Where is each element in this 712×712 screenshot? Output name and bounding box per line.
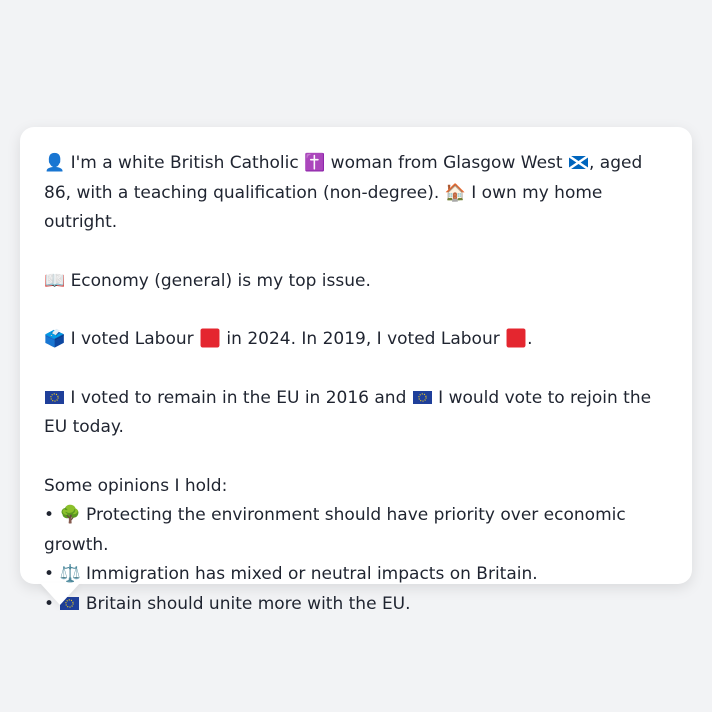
- opinion-text: Immigration has mixed or neutral impacts…: [80, 564, 538, 584]
- speech-bubble-tail: [40, 583, 80, 605]
- identity-text-a: 👤 I'm a white British Catholic ✝️ woman …: [44, 153, 568, 173]
- top-issue-text: 📖 Economy (general) is my top issue.: [44, 270, 371, 291]
- opinion-text: Protecting the environment should have p…: [44, 505, 626, 555]
- opinions-heading: Some opinions I hold:: [44, 475, 228, 496]
- bullet: •: [44, 564, 55, 584]
- tree-icon: 🌳: [59, 505, 81, 525]
- eu-flag-icon: [45, 390, 64, 404]
- opinion-item: • ⚖️ Immigration has mixed or neutral im…: [44, 560, 668, 590]
- opinion-text: Britain should unite more with the EU.: [80, 593, 411, 614]
- persona-text: 👤 I'm a white British Catholic ✝️ woman …: [44, 149, 668, 619]
- labour-red-square-icon: [506, 328, 526, 348]
- identity-paragraph: 👤 I'm a white British Catholic ✝️ woman …: [44, 149, 668, 238]
- eu-text-b: I would vote to rejoin the EU today.: [44, 387, 652, 438]
- top-issue-paragraph: 📖 Economy (general) is my top issue.: [44, 267, 668, 297]
- vote-text-b: in 2024. In 2019, I voted Labour: [221, 329, 506, 349]
- vote-paragraph: 🗳️ I voted Labour in 2024. In 2019, I vo…: [44, 325, 668, 355]
- opinion-item: • Britain should unite more with the EU.: [44, 590, 668, 620]
- vote-text-c: .: [527, 329, 533, 349]
- persona-card: 👤 I'm a white British Catholic ✝️ woman …: [20, 127, 692, 614]
- vote-text-a: 🗳️ I voted Labour: [44, 329, 200, 349]
- scales-icon: ⚖️: [59, 564, 81, 584]
- eu-flag-icon: [412, 390, 432, 404]
- scotland-flag-icon: [568, 156, 588, 169]
- labour-red-square-icon: [200, 328, 220, 348]
- opinion-item: • 🌳 Protecting the environment should ha…: [44, 501, 668, 560]
- bullet: •: [44, 505, 55, 525]
- eu-paragraph: I voted to remain in the EU in 2016 and …: [44, 384, 668, 443]
- opinions-list: • 🌳 Protecting the environment should ha…: [44, 501, 668, 619]
- identity-text-b: , aged 86, with a teaching qualification…: [44, 153, 643, 232]
- eu-text-a: I voted to remain in the EU in 2016 and: [65, 387, 412, 408]
